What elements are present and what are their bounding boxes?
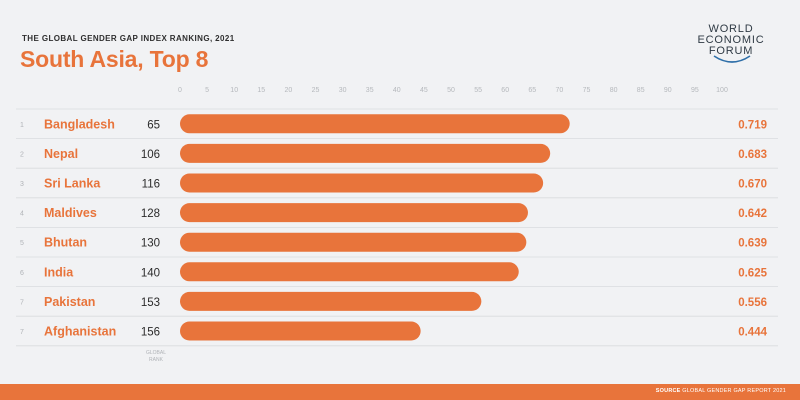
row-order: 2: [20, 151, 24, 158]
global-rank-value: 156: [141, 327, 160, 339]
country-label: Bhutan: [44, 236, 87, 250]
global-rank-value: 116: [142, 179, 160, 191]
global-rank-value: 130: [141, 238, 160, 250]
x-tick-label: 90: [664, 87, 672, 94]
score-bar: [180, 262, 519, 282]
x-tick-label: 40: [393, 87, 401, 94]
country-label: Sri Lanka: [44, 177, 101, 191]
wef-logo: WORLD ECONOMIC FORUM: [692, 23, 770, 63]
logo-line-1: WORLD: [708, 23, 754, 35]
country-label: Nepal: [44, 147, 78, 161]
global-rank-value: 153: [141, 297, 160, 309]
logo-line-3: FORUM: [708, 45, 754, 57]
source-text: GLOBAL GENDER GAP REPORT 2021: [682, 388, 786, 394]
country-label: Bangladesh: [44, 117, 115, 131]
row-order: 7: [20, 299, 24, 306]
x-tick-label: 55: [474, 87, 482, 94]
score-label: 0.444: [738, 327, 767, 339]
score-label: 0.625: [738, 267, 767, 279]
row-order: 3: [20, 181, 24, 188]
score-bar: [180, 143, 551, 163]
country-label: Pakistan: [44, 295, 95, 309]
score-bar: [180, 173, 544, 193]
x-tick-label: 30: [339, 87, 347, 94]
row-order: 4: [20, 211, 24, 218]
x-tick-label: 75: [583, 87, 591, 94]
score-label: 0.683: [738, 149, 767, 161]
score-label: 0.639: [738, 238, 767, 250]
score-bar: [180, 114, 570, 134]
x-tick-label: 80: [610, 87, 618, 94]
global-rank-value: 140: [141, 267, 160, 279]
global-rank-value: 65: [147, 119, 160, 131]
x-tick-label: 70: [556, 87, 564, 94]
x-tick-label: 100: [716, 87, 728, 94]
x-tick-label: 65: [528, 87, 536, 94]
x-tick-label: 85: [637, 87, 645, 94]
score-label: 0.719: [738, 119, 767, 131]
country-label: Maldives: [44, 206, 97, 220]
x-tick-label: 0: [178, 87, 182, 94]
x-tick-label: 15: [257, 87, 265, 94]
row-order: 6: [20, 270, 24, 277]
chart-kicker: THE GLOBAL GENDER GAP INDEX RANKING, 202…: [22, 34, 235, 43]
x-tick-label: 20: [285, 87, 293, 94]
score-bar: [180, 291, 482, 311]
row-order: 1: [20, 122, 24, 129]
logo-line-2: ECONOMIC: [697, 34, 765, 46]
global-rank-value: 106: [141, 149, 160, 161]
footer-bar: SOURCE GLOBAL GENDER GAP REPORT 2021: [0, 384, 800, 400]
row-order: 7: [20, 329, 24, 336]
country-label: Afghanistan: [44, 325, 116, 339]
x-tick-label: 50: [447, 87, 455, 94]
score-label: 0.670: [738, 179, 767, 191]
x-tick-label: 95: [691, 87, 699, 94]
score-label: 0.642: [738, 208, 767, 220]
x-tick-label: 35: [366, 87, 374, 94]
x-tick-label: 60: [501, 87, 509, 94]
score-bar: [180, 232, 527, 252]
logo-arc-icon: [713, 55, 751, 63]
rank-column-label: GLOBAL: [146, 350, 166, 356]
bar-chart: 0 5 10 15 20 25 30 35 40 45 50 55 60 65 70 75 80 85 90 95 10…: [16, 87, 778, 363]
row-order: 5: [20, 240, 24, 247]
score-bar: [180, 321, 421, 341]
score-bar: [180, 203, 528, 223]
source-label: SOURCE: [655, 388, 681, 394]
x-tick-label: 25: [312, 87, 320, 94]
rank-column-label: RANK: [149, 357, 164, 363]
score-label: 0.556: [738, 297, 767, 309]
country-label: India: [44, 265, 74, 279]
global-rank-value: 128: [141, 208, 160, 220]
x-tick-label: 5: [205, 87, 209, 94]
chart-title: South Asia, Top 8: [20, 46, 209, 72]
x-tick-label: 45: [420, 87, 428, 94]
x-tick-label: 10: [230, 87, 238, 94]
source-note: SOURCE GLOBAL GENDER GAP REPORT 2021: [656, 388, 786, 394]
